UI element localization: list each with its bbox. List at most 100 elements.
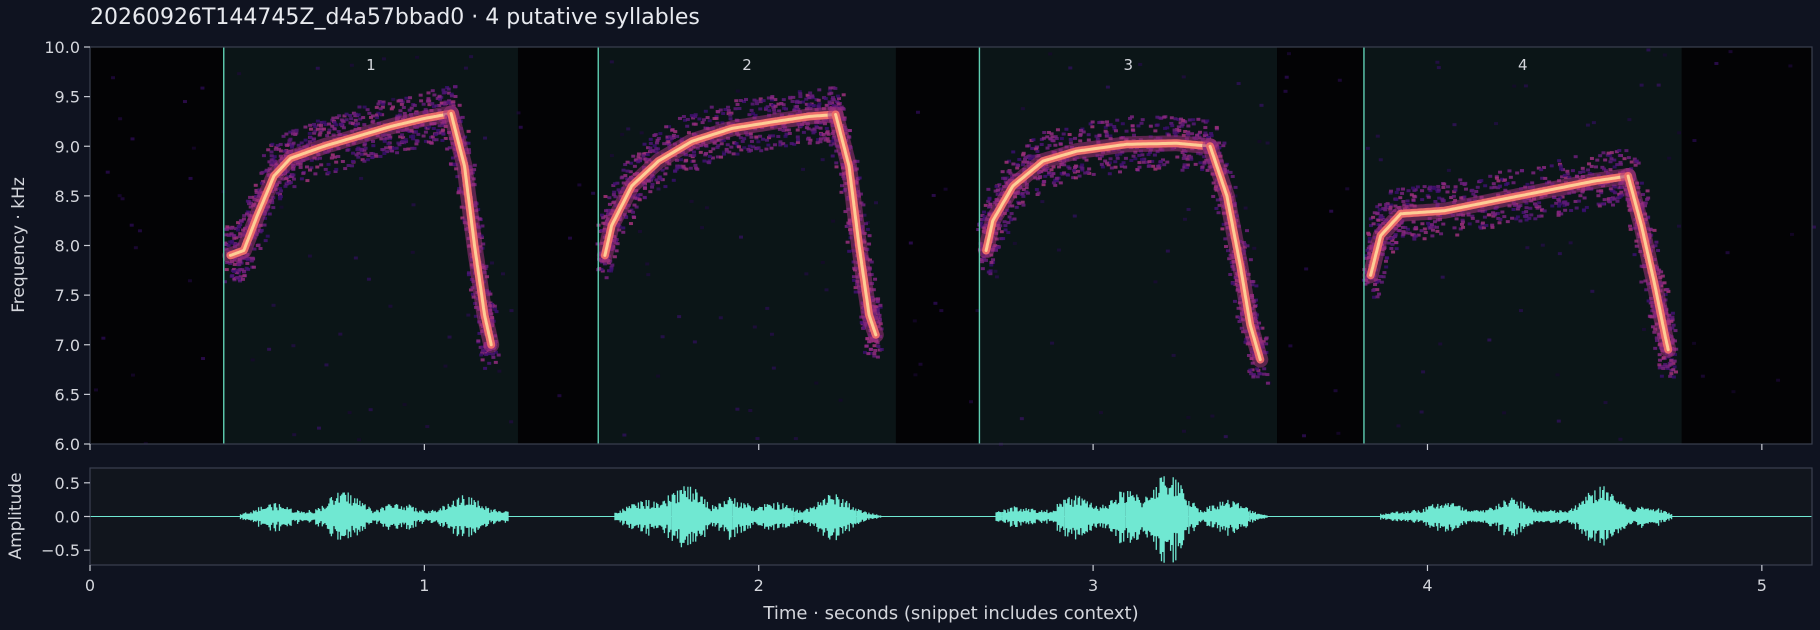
contour-halo-1 bbox=[430, 102, 435, 106]
contour-halo-3 bbox=[1001, 176, 1006, 180]
noise-speckle bbox=[518, 125, 523, 129]
contour-halo-4 bbox=[1374, 280, 1379, 284]
contour-halo-3 bbox=[1038, 175, 1043, 179]
contour-halo-4 bbox=[1603, 169, 1608, 173]
contour-halo-1 bbox=[299, 177, 304, 181]
contour-halo-3 bbox=[1157, 166, 1162, 170]
contour-halo-2 bbox=[852, 266, 857, 270]
contour-halo-1 bbox=[332, 121, 337, 125]
contour-halo-3 bbox=[979, 257, 984, 261]
contour-halo-3 bbox=[1255, 367, 1260, 371]
contour-halo-3 bbox=[1073, 176, 1078, 180]
contour-halo-2 bbox=[613, 195, 618, 199]
contour-halo-2 bbox=[875, 310, 880, 314]
contour-halo-2 bbox=[725, 143, 730, 147]
contour-halo-1 bbox=[363, 152, 368, 156]
contour-halo-1 bbox=[395, 151, 400, 155]
contour-halo-3 bbox=[1220, 227, 1225, 231]
contour-halo-4 bbox=[1634, 239, 1639, 243]
contour-halo-4 bbox=[1609, 151, 1614, 155]
noise-speckle bbox=[568, 236, 573, 240]
contour-halo-3 bbox=[1253, 298, 1258, 302]
contour-halo-1 bbox=[378, 154, 383, 158]
contour-halo-3 bbox=[989, 260, 994, 264]
contour-halo-2 bbox=[729, 111, 734, 115]
contour-halo-1 bbox=[343, 167, 348, 171]
contour-halo-2 bbox=[655, 181, 660, 185]
contour-halo-4 bbox=[1602, 198, 1607, 202]
contour-core-4 bbox=[1369, 174, 1630, 277]
contour-halo-1 bbox=[370, 156, 375, 160]
contour-halo-2 bbox=[600, 269, 605, 273]
contour-halo-4 bbox=[1525, 182, 1530, 186]
noise-speckle bbox=[137, 229, 142, 233]
contour-halo-3 bbox=[1173, 117, 1178, 121]
x-tick-label: 1 bbox=[419, 576, 429, 595]
contour-halo-1 bbox=[341, 126, 346, 130]
noise-speckle bbox=[804, 272, 809, 276]
noise-speckle bbox=[918, 362, 923, 366]
noise-speckle bbox=[1252, 246, 1257, 250]
contour-halo-2 bbox=[858, 192, 863, 196]
contour-halo-2 bbox=[638, 157, 643, 161]
contour-halo-1 bbox=[309, 166, 314, 170]
contour-halo-4 bbox=[1673, 370, 1678, 374]
contour-halo-3 bbox=[1172, 128, 1177, 132]
contour-halo-3 bbox=[1249, 372, 1254, 376]
contour-halo-3 bbox=[1232, 299, 1237, 303]
contour-halo-1 bbox=[358, 117, 363, 121]
contour-halo-4 bbox=[1494, 175, 1499, 179]
contour-halo-4 bbox=[1559, 212, 1564, 216]
contour-halo-2 bbox=[786, 128, 791, 132]
contour-halo-4 bbox=[1629, 160, 1634, 164]
contour-halo-1 bbox=[245, 261, 250, 265]
contour-halo-1 bbox=[340, 159, 345, 163]
contour-halo-3 bbox=[1120, 122, 1125, 126]
contour-halo-4 bbox=[1603, 158, 1608, 162]
noise-speckle bbox=[1714, 61, 1719, 65]
contour-halo-2 bbox=[743, 97, 748, 101]
spectrogram-y-label: Frequency · kHz bbox=[9, 177, 29, 313]
contour-halo-4 bbox=[1633, 163, 1638, 167]
contour-halo-4 bbox=[1429, 185, 1434, 189]
contour-halo-1 bbox=[263, 239, 268, 243]
contour-halo-2 bbox=[740, 139, 745, 143]
noise-speckle bbox=[915, 110, 920, 114]
contour-halo-1 bbox=[408, 96, 413, 100]
contour-halo-2 bbox=[827, 107, 832, 111]
contour-halo-4 bbox=[1624, 149, 1629, 153]
contour-halo-4 bbox=[1670, 318, 1675, 322]
contour-halo-1 bbox=[291, 141, 296, 145]
contour-halo-3 bbox=[1254, 284, 1259, 288]
contour-halo-2 bbox=[641, 154, 646, 158]
contour-halo-3 bbox=[1017, 201, 1022, 205]
contour-halo-2 bbox=[650, 182, 655, 186]
contour-halo-2 bbox=[660, 178, 665, 182]
contour-halo-2 bbox=[865, 337, 870, 341]
contour-halo-1 bbox=[392, 146, 397, 150]
contour-halo-4 bbox=[1380, 218, 1385, 222]
contour-halo-3 bbox=[1228, 170, 1233, 174]
waveform-bursts bbox=[239, 476, 1673, 563]
contour-halo-3 bbox=[1239, 326, 1244, 330]
contour-halo-4 bbox=[1422, 185, 1427, 189]
contour-halo-4 bbox=[1565, 169, 1570, 173]
contour-halo-1 bbox=[234, 271, 239, 275]
contour-halo-4 bbox=[1581, 170, 1586, 174]
contour-halo-4 bbox=[1492, 213, 1497, 217]
noise-speckle bbox=[1182, 429, 1187, 433]
contour-halo-3 bbox=[980, 260, 985, 264]
contour-halo-1 bbox=[229, 232, 234, 236]
contour-halo-4 bbox=[1615, 163, 1620, 167]
contour-halo-1 bbox=[312, 122, 317, 126]
contour-halo-1 bbox=[237, 235, 242, 239]
noise-speckle bbox=[366, 277, 371, 281]
contour-halo-2 bbox=[700, 121, 705, 125]
x-tick-label: 2 bbox=[754, 576, 764, 595]
contour-halo-1 bbox=[234, 236, 239, 240]
noise-speckle bbox=[483, 136, 488, 140]
contour-halo-2 bbox=[668, 138, 673, 142]
contour-halo-2 bbox=[636, 155, 641, 159]
contour-halo-3 bbox=[1223, 245, 1228, 249]
contour-halo-1 bbox=[446, 87, 451, 91]
